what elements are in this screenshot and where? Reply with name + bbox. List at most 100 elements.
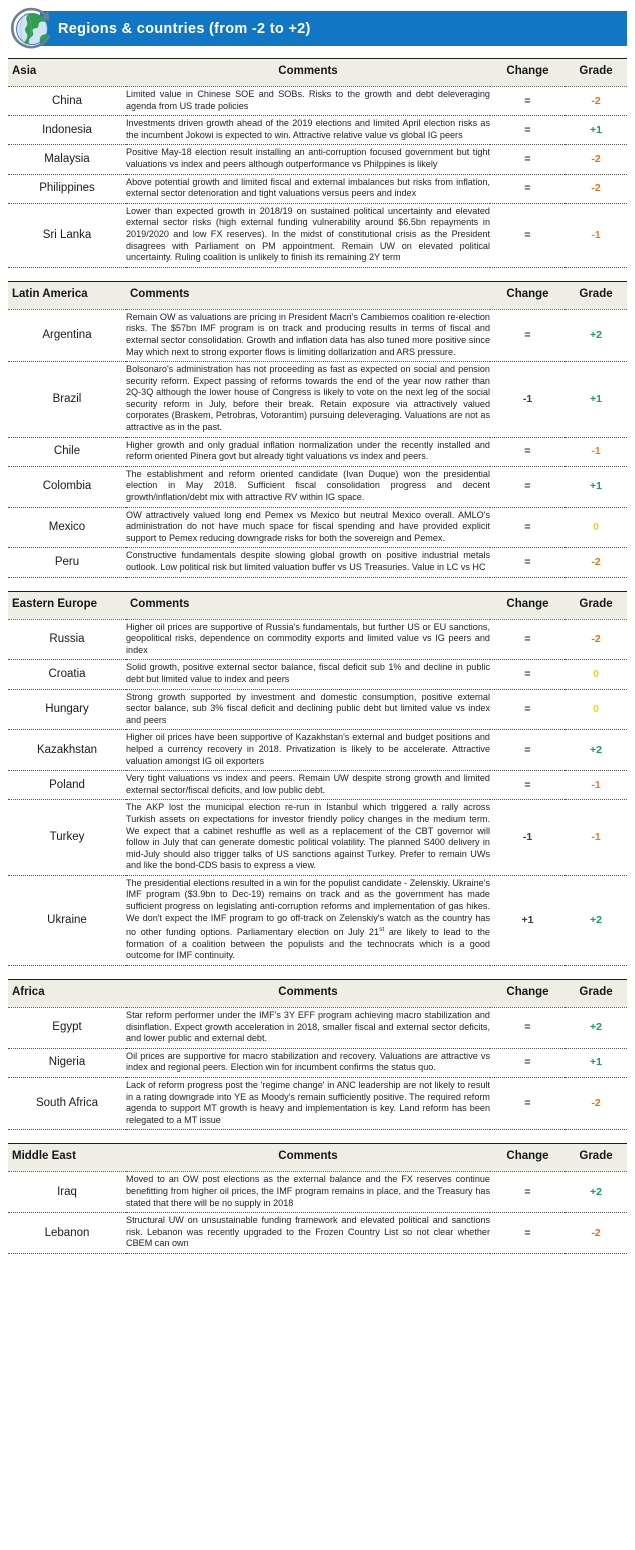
grade-value: -2 <box>565 619 627 661</box>
grade-value: +1 <box>565 361 627 438</box>
change-value: = <box>490 1007 565 1049</box>
country-name: Egypt <box>8 1007 126 1049</box>
region-name-header: Latin America <box>8 280 126 310</box>
country-name: Indonesia <box>8 115 126 146</box>
comment-superscript: st <box>379 926 385 934</box>
table-row: Sri Lanka Lower than expected growth in 2… <box>8 203 627 268</box>
table-row: Russia Higher oil prices are supportive o… <box>8 619 627 661</box>
country-name: China <box>8 86 126 117</box>
banner-bar: Regions & countries (from -2 to +2) <box>40 11 627 46</box>
region-table-middle-east: Middle East Comments Change Grade Iraq Moved … <box>8 1143 627 1254</box>
country-name: Iraq <box>8 1171 126 1214</box>
change-value: = <box>490 174 565 204</box>
table-row: Argentina Remain OW as valuations are pri… <box>8 309 627 363</box>
grade-value: +2 <box>565 729 627 772</box>
change-column-header: Change <box>490 590 565 620</box>
grade-value: -1 <box>565 770 627 801</box>
country-name: Malaysia <box>8 144 126 175</box>
grade-column-header: Grade <box>565 979 627 1009</box>
country-name: Brazil <box>8 361 126 438</box>
country-name: Colombia <box>8 466 126 508</box>
region-block-asia: Asia Comments Change Grade China Limited valu… <box>8 58 627 268</box>
country-comment: OW attractively valued long end Pemex vs… <box>126 507 490 549</box>
country-comment: Above potential growth and limited fisca… <box>126 174 490 204</box>
table-row: Nigeria Oil prices are supportive for mac… <box>8 1048 627 1079</box>
region-spacer <box>0 1254 635 1267</box>
region-block-eastern-europe: Eastern Europe Comments Change Grade Russia H… <box>8 590 627 967</box>
change-value: = <box>490 203 565 268</box>
country-name: Kazakhstan <box>8 729 126 772</box>
grade-column-header: Grade <box>565 280 627 310</box>
table-row: Malaysia Positive May-18 election result … <box>8 144 627 175</box>
country-comment: The establishment and reform oriented ca… <box>126 466 490 508</box>
country-name: Croatia <box>8 659 126 690</box>
table-row: Poland Very tight valuations vs index and… <box>8 770 627 801</box>
country-comment: Investments driven growth ahead of the 2… <box>126 115 490 146</box>
region-name-header: Eastern Europe <box>8 590 126 620</box>
change-value: = <box>490 1077 565 1131</box>
country-comment: Limited value in Chinese SOE and SOBs. R… <box>126 86 490 117</box>
region-table-asia: Asia Comments Change Grade China Limited valu… <box>8 58 627 268</box>
grade-column-header: Grade <box>565 590 627 620</box>
change-value: = <box>490 86 565 117</box>
change-value: = <box>490 507 565 549</box>
table-row: Mexico OW attractively valued long end Pe… <box>8 507 627 549</box>
grade-value: +1 <box>565 1048 627 1079</box>
table-row: Turkey The AKP lost the municipal electio… <box>8 799 627 876</box>
comments-column-header: Comments <box>126 979 490 1009</box>
region-table-eastern-europe: Eastern Europe Comments Change Grade Russia H… <box>8 590 627 967</box>
table-row: Brazil Bolsonaro's administration has not… <box>8 361 627 438</box>
country-name: Sri Lanka <box>8 203 126 268</box>
country-name: Argentina <box>8 309 126 363</box>
region-block-latin-america: Latin America Comments Change Grade Argentin… <box>8 280 627 578</box>
comment-text-part: The presidential elections resulted in a… <box>126 877 490 938</box>
comments-column-header: Comments <box>126 590 490 620</box>
region-spacer <box>0 966 635 979</box>
change-column-header: Change <box>490 58 565 87</box>
comments-column-header: Comments <box>126 1143 490 1173</box>
country-name: South Africa <box>8 1077 126 1131</box>
change-value: = <box>490 729 565 772</box>
change-value: = <box>490 770 565 801</box>
country-comment: Higher oil prices are supportive of Russ… <box>126 619 490 661</box>
region-table-latin-america: Latin America Comments Change Grade Argentin… <box>8 280 627 578</box>
grade-value: -1 <box>565 799 627 876</box>
change-column-header: Change <box>490 979 565 1009</box>
country-name: Peru <box>8 547 126 578</box>
table-row: Philippines Above potential growth and li… <box>8 174 627 204</box>
table-row: South Africa Lack of reform progress post… <box>8 1077 627 1131</box>
region-spacer <box>0 1130 635 1143</box>
table-row: Hungary Strong growth supported by invest… <box>8 689 627 731</box>
country-name: Ukraine <box>8 875 126 967</box>
country-name: Turkey <box>8 799 126 876</box>
region-header-row: Africa Comments Change Grade <box>8 979 627 1009</box>
grade-value: 0 <box>565 659 627 690</box>
globe-icon <box>11 7 51 49</box>
region-name-header: Middle East <box>8 1143 126 1173</box>
grade-value: -2 <box>565 174 627 204</box>
region-header-row: Middle East Comments Change Grade <box>8 1143 627 1173</box>
change-column-header: Change <box>490 1143 565 1173</box>
change-value: = <box>490 659 565 690</box>
table-row: Colombia The establishment and reform ori… <box>8 466 627 508</box>
country-comment: Oil prices are supportive for macro stab… <box>126 1048 490 1079</box>
country-name: Philippines <box>8 174 126 204</box>
grade-value: -2 <box>565 86 627 117</box>
country-comment: Higher oil prices have been supportive o… <box>126 729 490 772</box>
table-row: Iraq Moved to an OW post elections as the… <box>8 1171 627 1214</box>
grade-value: 0 <box>565 689 627 731</box>
change-value: = <box>490 547 565 578</box>
region-block-africa: Africa Comments Change Grade Egypt Star refor… <box>8 979 627 1131</box>
page-banner: Regions & countries (from -2 to +2) <box>0 0 635 58</box>
table-row: Indonesia Investments driven growth ahead… <box>8 115 627 146</box>
table-row: Egypt Star reform performer under the IMF… <box>8 1007 627 1049</box>
change-value: = <box>490 1212 565 1254</box>
country-comment: Strong growth supported by investment an… <box>126 689 490 731</box>
change-value: = <box>490 689 565 731</box>
region-header-row: Latin America Comments Change Grade <box>8 280 627 310</box>
country-comment: Lower than expected growth in 2018/19 on… <box>126 203 490 268</box>
grade-value: -2 <box>565 1212 627 1254</box>
table-row: Ukraine The presidential elections result… <box>8 875 627 967</box>
grade-column-header: Grade <box>565 1143 627 1173</box>
region-name-header: Africa <box>8 979 126 1009</box>
